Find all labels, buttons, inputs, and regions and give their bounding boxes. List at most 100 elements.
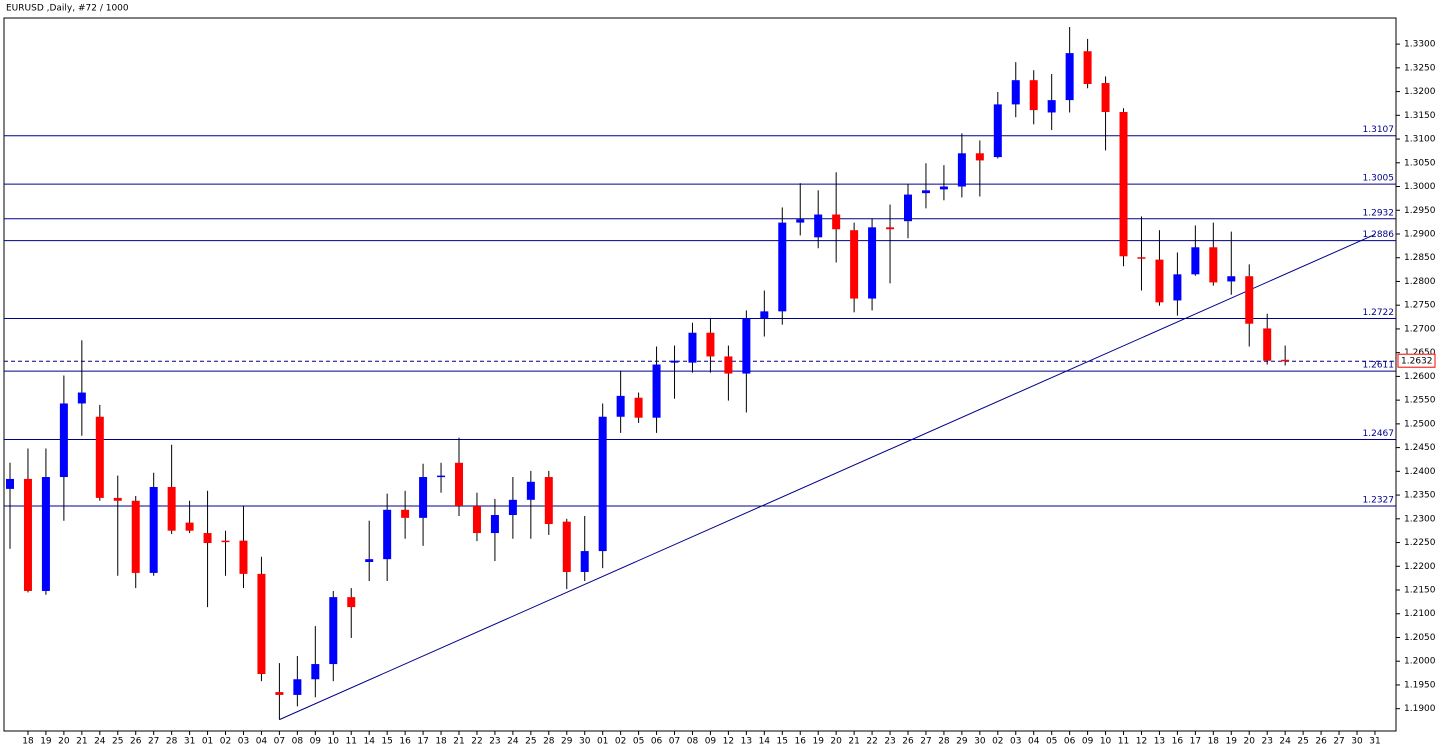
y-tick-label: 1.3300 — [1404, 40, 1436, 50]
x-tick-label: 17 — [1190, 737, 1201, 747]
candle-body — [868, 227, 877, 299]
candle-body — [149, 487, 158, 573]
candle-body — [347, 597, 356, 608]
candle-body — [311, 664, 320, 680]
candle-body — [1245, 276, 1254, 324]
candle-body — [886, 227, 895, 230]
candle-body — [832, 214, 841, 230]
candle-body — [814, 214, 823, 238]
y-tick-label: 1.2650 — [1404, 348, 1436, 358]
candle-body — [437, 475, 446, 478]
x-tick-label: 06 — [651, 737, 663, 747]
y-tick-label: 1.2900 — [1404, 229, 1436, 239]
y-tick-label: 1.1950 — [1404, 680, 1436, 690]
x-tick-label: 22 — [471, 737, 482, 747]
y-tick-label: 1.2300 — [1404, 514, 1436, 524]
candle-body — [221, 540, 230, 543]
level-label: 1.2327 — [1363, 495, 1395, 505]
x-tick-label: 25 — [525, 737, 536, 747]
candle-body — [77, 392, 86, 404]
x-tick-label: 08 — [687, 737, 699, 747]
candle-body — [706, 332, 715, 357]
x-tick-label: 27 — [1333, 737, 1344, 747]
x-tick-label: 11 — [346, 737, 357, 747]
x-tick-label: 05 — [633, 737, 644, 747]
candle-body — [508, 499, 517, 516]
candle-body — [419, 477, 428, 518]
y-tick-label: 1.2950 — [1404, 206, 1436, 216]
x-tick-label: 16 — [1172, 737, 1184, 747]
x-tick-label: 18 — [22, 737, 34, 747]
x-tick-label: 25 — [112, 737, 123, 747]
x-tick-label: 20 — [58, 737, 70, 747]
candle-body — [1047, 100, 1056, 113]
x-tick-label: 28 — [938, 737, 950, 747]
candle-body — [1065, 53, 1074, 101]
candle-body — [41, 477, 50, 591]
candle-body — [778, 222, 787, 312]
candle-body — [293, 679, 302, 695]
candle-body — [760, 311, 769, 319]
candle-body — [1281, 359, 1290, 362]
x-tick-label: 24 — [1279, 737, 1291, 747]
y-tick-label: 1.2450 — [1404, 443, 1436, 453]
candle-body — [472, 505, 481, 534]
candle-body — [544, 477, 553, 525]
x-tick-label: 26 — [902, 737, 914, 747]
x-tick-label: 27 — [148, 737, 159, 747]
y-tick-label: 1.3250 — [1404, 63, 1436, 73]
x-tick-label: 09 — [310, 737, 322, 747]
current-price-box — [1397, 353, 1436, 368]
y-tick-label: 1.3200 — [1404, 87, 1436, 97]
candle-body — [59, 403, 68, 478]
candle-body — [275, 692, 284, 695]
y-tick-label: 1.2350 — [1404, 491, 1436, 501]
x-tick-label: 21 — [848, 737, 859, 747]
x-tick-label: 10 — [328, 737, 340, 747]
x-tick-label: 03 — [238, 737, 249, 747]
x-tick-label: 01 — [597, 737, 608, 747]
candle-body — [455, 462, 463, 506]
y-tick-label: 1.2600 — [1404, 372, 1436, 382]
candle-body — [975, 153, 984, 161]
candle-body — [1011, 80, 1020, 105]
candle-body — [365, 559, 374, 563]
x-tick-label: 30 — [579, 737, 591, 747]
x-tick-label: 19 — [1226, 737, 1238, 747]
x-tick-label: 10 — [1100, 737, 1112, 747]
x-tick-label: 08 — [292, 737, 304, 747]
chart-title: EURUSD ,Daily, #72 / 1000 — [6, 4, 129, 14]
x-tick-label: 13 — [741, 737, 752, 747]
candle-body — [939, 186, 948, 190]
y-tick-label: 1.2050 — [1404, 633, 1436, 643]
y-tick-label: 1.2100 — [1404, 609, 1436, 619]
x-tick-label: 13 — [1154, 737, 1165, 747]
x-tick-label: 24 — [94, 737, 106, 747]
x-tick-label: 02 — [992, 737, 1003, 747]
x-tick-label: 20 — [830, 737, 842, 747]
level-label: 1.2722 — [1363, 308, 1395, 318]
x-tick-label: 20 — [1244, 737, 1256, 747]
candle-body — [1227, 276, 1236, 282]
candle-body — [580, 551, 589, 572]
candle-body — [1119, 111, 1128, 257]
trendline — [279, 234, 1376, 721]
candle-body — [329, 597, 338, 665]
x-tick-label: 14 — [363, 737, 375, 747]
y-tick-label: 1.2400 — [1404, 467, 1436, 477]
candle-body — [1083, 51, 1092, 84]
x-tick-label: 16 — [795, 737, 807, 747]
candle-body — [185, 522, 194, 531]
y-tick-label: 1.2000 — [1404, 657, 1436, 667]
candle-body — [1155, 259, 1164, 303]
candle-body — [23, 478, 32, 591]
x-tick-label: 21 — [453, 737, 464, 747]
candle-body — [1173, 274, 1182, 301]
candle-body — [993, 104, 1002, 158]
x-tick-label: 11 — [1118, 737, 1129, 747]
level-label: 1.2886 — [1363, 230, 1395, 240]
x-tick-label: 29 — [956, 737, 968, 747]
plot-frame — [3, 17, 1397, 732]
candle-body — [652, 364, 661, 418]
